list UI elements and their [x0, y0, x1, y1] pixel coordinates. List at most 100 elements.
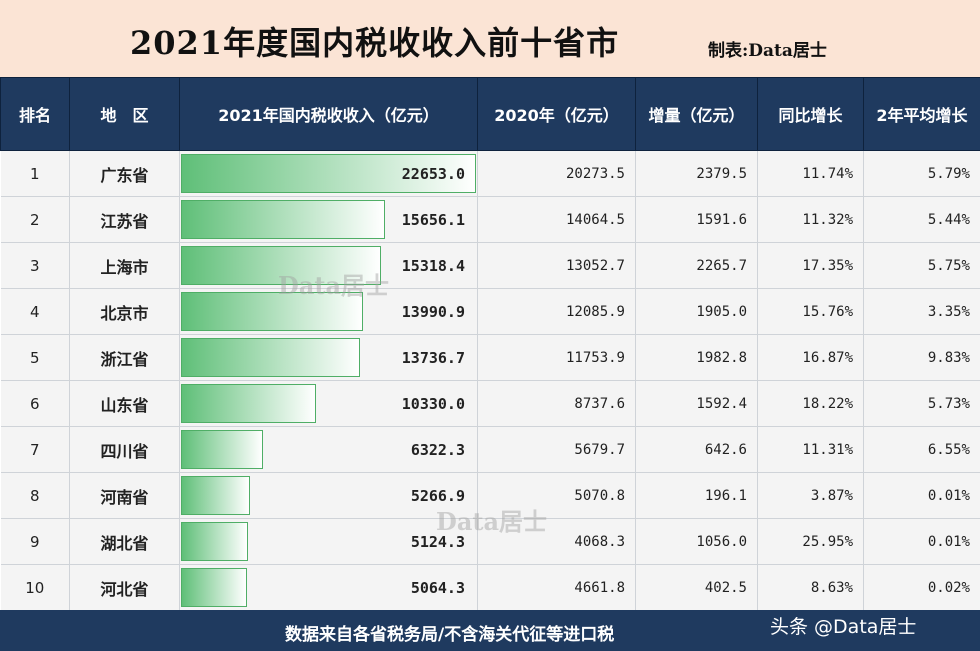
- data-label: 5064.3: [410, 578, 465, 597]
- data-bar: [181, 476, 250, 515]
- tax-2020-cell: 11753.9: [477, 334, 636, 381]
- data-bar: [181, 246, 381, 285]
- table-row: 9 湖北省 5124.3 4068.3 1056.0 25.95% 0.01%: [0, 518, 980, 565]
- avg2y-cell: 5.73%: [863, 380, 980, 427]
- col-header-avg2y: 2年平均增长: [863, 77, 980, 151]
- region-cell: 浙江省: [69, 334, 180, 381]
- region-cell: 北京市: [69, 288, 180, 335]
- yoy-cell: 18.22%: [757, 380, 864, 427]
- increase-cell: 402.5: [635, 564, 758, 611]
- rank-cell: 4: [0, 288, 70, 335]
- region-cell: 四川省: [69, 426, 180, 473]
- yoy-cell: 25.95%: [757, 518, 864, 565]
- tax-2021-cell: 5124.3: [179, 518, 478, 565]
- table-row: 1 广东省 22653.0 20273.5 2379.5 11.74% 5.79%: [0, 150, 980, 197]
- rank-cell: 5: [0, 334, 70, 381]
- region-cell: 江苏省: [69, 196, 180, 243]
- avg2y-cell: 9.83%: [863, 334, 980, 381]
- tax-2020-cell: 5070.8: [477, 472, 636, 519]
- data-label: 15656.1: [401, 210, 465, 229]
- watermark: Data居士: [278, 271, 389, 300]
- tax-2020-cell: 14064.5: [477, 196, 636, 243]
- tax-2021-cell: 6322.3: [179, 426, 478, 473]
- author-credit: 制表:Data居士: [708, 41, 827, 61]
- col-header-region: 地 区: [69, 77, 180, 151]
- data-label: 6322.3: [410, 440, 465, 459]
- region-cell: 湖北省: [69, 518, 180, 565]
- table-row: 4 北京市 13990.9 12085.9 1905.0 15.76% 3.35%: [0, 288, 980, 335]
- tax-2021-cell: 10330.0: [179, 380, 478, 427]
- rank-cell: 7: [0, 426, 70, 473]
- col-header-tax-2021: 2021年国内税收收入（亿元）: [179, 77, 478, 151]
- region-cell: 河北省: [69, 564, 180, 611]
- data-label: 13990.9: [401, 302, 465, 321]
- yoy-cell: 16.87%: [757, 334, 864, 381]
- region-cell: 上海市: [69, 242, 180, 289]
- title-bar: 2021年度国内税收收入前十省市 制表:Data居士: [0, 0, 980, 77]
- data-label: 22653.0: [401, 164, 465, 183]
- rank-cell: 6: [0, 380, 70, 427]
- increase-cell: 2265.7: [635, 242, 758, 289]
- tax-2021-cell: 13990.9: [179, 288, 478, 335]
- increase-cell: 1056.0: [635, 518, 758, 565]
- data-bar: [181, 200, 385, 239]
- tax-2021-cell: 5064.3: [179, 564, 478, 611]
- data-bar: [181, 292, 364, 331]
- data-bar: [181, 338, 360, 377]
- increase-cell: 642.6: [635, 426, 758, 473]
- col-header-rank: 排名: [0, 77, 70, 151]
- yoy-cell: 11.74%: [757, 150, 864, 197]
- increase-cell: 1591.6: [635, 196, 758, 243]
- yoy-cell: 8.63%: [757, 564, 864, 611]
- increase-cell: 1905.0: [635, 288, 758, 335]
- tax-2020-cell: 5679.7: [477, 426, 636, 473]
- yoy-cell: 3.87%: [757, 472, 864, 519]
- tax-2020-cell: 8737.6: [477, 380, 636, 427]
- yoy-cell: 15.76%: [757, 288, 864, 335]
- avg2y-cell: 0.01%: [863, 472, 980, 519]
- data-bar: [181, 384, 316, 423]
- tax-2021-cell: 13736.7: [179, 334, 478, 381]
- region-cell: 山东省: [69, 380, 180, 427]
- col-header-increase: 增量（亿元）: [635, 77, 758, 151]
- avg2y-cell: 0.01%: [863, 518, 980, 565]
- col-header-tax-2020: 2020年（亿元）: [477, 77, 636, 151]
- rank-cell: 3: [0, 242, 70, 289]
- data-label: 15318.4: [401, 256, 465, 275]
- tax-2021-cell: 15318.4: [179, 242, 478, 289]
- avg2y-cell: 3.35%: [863, 288, 980, 335]
- yoy-cell: 11.32%: [757, 196, 864, 243]
- avg2y-cell: 5.79%: [863, 150, 980, 197]
- tax-2021-cell: 5266.9: [179, 472, 478, 519]
- watermark: Data居士: [436, 507, 547, 536]
- tax-2020-cell: 4661.8: [477, 564, 636, 611]
- table-row: 3 上海市 15318.4 13052.7 2265.7 17.35% 5.75%: [0, 242, 980, 289]
- tax-ranking-table: 排名 地 区 2021年国内税收收入（亿元） 2020年（亿元） 增量（亿元） …: [0, 77, 980, 611]
- data-label: 5266.9: [410, 486, 465, 505]
- increase-cell: 1592.4: [635, 380, 758, 427]
- data-label: 5124.3: [410, 532, 465, 551]
- rank-cell: 8: [0, 472, 70, 519]
- toutiao-watermark: 头条 @Data居士: [770, 616, 917, 638]
- yoy-cell: 17.35%: [757, 242, 864, 289]
- yoy-cell: 11.31%: [757, 426, 864, 473]
- tax-2021-cell: 22653.0: [179, 150, 478, 197]
- data-bar: [181, 430, 264, 469]
- table-body: 1 广东省 22653.0 20273.5 2379.5 11.74% 5.79% 2 江苏省 1…: [0, 150, 980, 611]
- tax-2020-cell: 12085.9: [477, 288, 636, 335]
- increase-cell: 196.1: [635, 472, 758, 519]
- data-label: 10330.0: [401, 394, 465, 413]
- rank-cell: 2: [0, 196, 70, 243]
- table-row: 7 四川省 6322.3 5679.7 642.6 11.31% 6.55%: [0, 426, 980, 473]
- avg2y-cell: 5.75%: [863, 242, 980, 289]
- data-bar: [181, 522, 248, 561]
- page-title: 2021年度国内税收收入前十省市: [130, 24, 620, 62]
- avg2y-cell: 5.44%: [863, 196, 980, 243]
- col-header-yoy: 同比增长: [757, 77, 864, 151]
- rank-cell: 9: [0, 518, 70, 565]
- region-cell: 河南省: [69, 472, 180, 519]
- increase-cell: 1982.8: [635, 334, 758, 381]
- avg2y-cell: 6.55%: [863, 426, 980, 473]
- rank-cell: 10: [0, 564, 70, 611]
- table-row: 5 浙江省 13736.7 11753.9 1982.8 16.87% 9.83%: [0, 334, 980, 381]
